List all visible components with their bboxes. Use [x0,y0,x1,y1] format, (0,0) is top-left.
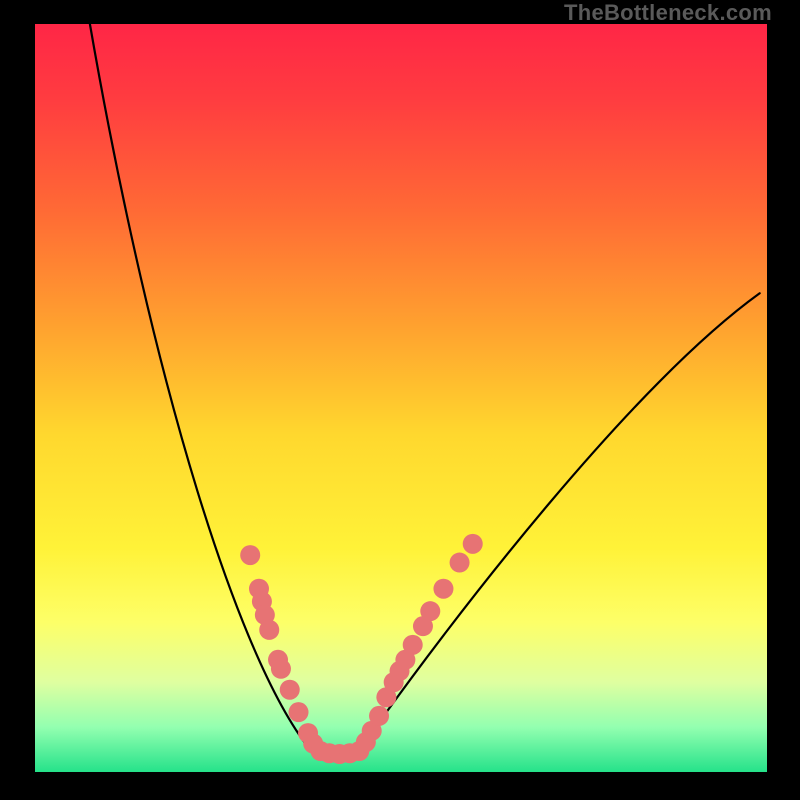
scatter-point [403,635,423,655]
scatter-point [433,579,453,599]
plot-area [35,24,767,772]
chart-container: { "canvas": { "width": 800, "height": 80… [0,0,800,800]
scatter-point [271,659,291,679]
scatter-point [289,702,309,722]
scatter-point [420,601,440,621]
scatter-point [259,620,279,640]
scatter-point [369,706,389,726]
scatter-point [463,534,483,554]
plot-svg [35,24,767,772]
scatter-point [450,553,470,573]
scatter-point [280,680,300,700]
scatter-point [240,545,260,565]
watermark-text: TheBottleneck.com [564,0,772,26]
